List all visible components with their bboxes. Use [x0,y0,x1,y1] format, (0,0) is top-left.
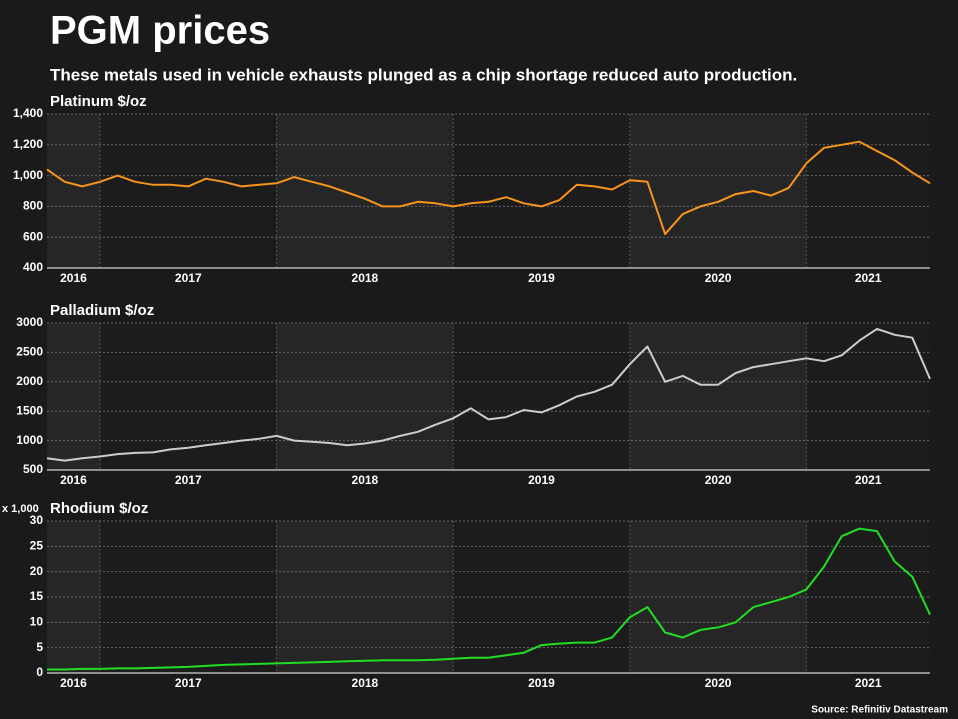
y-tick-label: 3000 [16,315,43,329]
year-band [453,323,630,470]
y-tick-label: 800 [23,199,43,213]
x-tick-label: 2019 [528,271,555,285]
x-tick-label: 2021 [855,676,882,690]
y-tick-label: 400 [23,260,43,274]
year-band [453,114,630,268]
y-tick-label: 1,200 [13,137,43,151]
x-tick-label: 2021 [855,271,882,285]
source: Source: Refinitiv Datastream [811,705,948,716]
x-tick-label: 2020 [705,473,732,487]
x-tick-label: 2017 [175,676,202,690]
y-tick-label: 600 [23,229,43,243]
x-tick-label: 2018 [352,271,379,285]
year-band [629,323,807,470]
x-tick-label: 2021 [855,473,882,487]
x-tick-label: 2017 [175,271,202,285]
x-tick-label: 2019 [528,676,555,690]
year-band [99,323,277,470]
page-title: PGM prices [50,9,270,53]
line [47,527,931,671]
y-tick-label: 5 [36,640,43,654]
year-band [47,323,100,470]
y-unit: x 1,000 [2,503,39,515]
year-band [629,114,807,268]
x-tick-label: 2020 [705,676,732,690]
year-band [276,114,454,268]
year-band [276,323,454,470]
year-band [99,114,277,268]
x-tick-label: 2016 [60,473,87,487]
year-band [806,323,930,470]
y-tick-label: 10 [30,615,44,629]
y-tick-label: 2000 [16,374,43,388]
line [46,327,931,462]
y-tick-label: 0 [36,665,43,679]
x-tick-label: 2016 [60,676,87,690]
x-tick-label: 2019 [528,473,555,487]
y-tick-label: 15 [30,589,44,603]
x-tick-label: 2017 [175,473,202,487]
page-subtitle: These metals used in vehicle exhausts pl… [50,65,797,84]
x-tick-label: 2020 [705,271,732,285]
y-tick-label: 30 [30,513,44,527]
x-tick-label: 2016 [60,271,87,285]
y-tick-label: 1000 [16,433,43,447]
y-tick-label: 2500 [16,345,43,359]
y-tick-label: 1,400 [13,106,43,120]
y-tick-label: 1500 [16,403,43,417]
panel-title: Rhodium $/oz [50,500,148,517]
x-tick-label: 2018 [352,473,379,487]
y-tick-label: 25 [30,539,44,553]
line [46,140,931,236]
year-band [806,114,930,268]
year-band [47,114,100,268]
y-tick-label: 500 [23,462,43,476]
x-tick-label: 2018 [352,676,379,690]
y-tick-label: 1,000 [13,168,43,182]
panel-title: Palladium $/oz [50,302,154,319]
panel-title: Platinum $/oz [50,93,147,110]
y-tick-label: 20 [30,564,44,578]
